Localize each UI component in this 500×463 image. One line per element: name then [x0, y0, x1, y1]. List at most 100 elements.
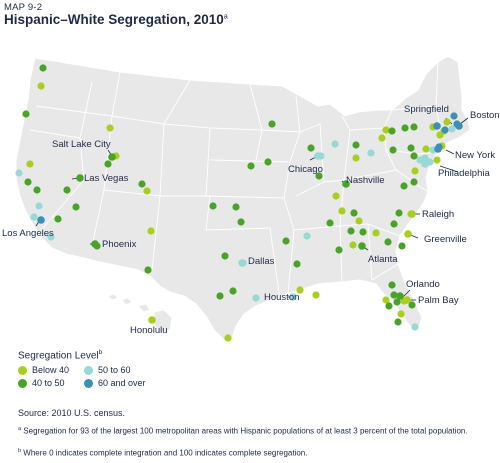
city-label-new-york: New York: [455, 150, 495, 161]
metro-dot: [104, 160, 112, 168]
metro-dot: [393, 298, 401, 306]
city-label-phoenix: Phoenix: [102, 239, 137, 250]
metro-area-dots: [15, 64, 463, 342]
metro-dot: [224, 334, 232, 342]
city-label-springfield: Springfield: [404, 104, 449, 115]
city-label-philadelphia: Philadelphia: [438, 168, 490, 179]
metro-dot: [395, 209, 403, 217]
metro-dot: [410, 178, 418, 186]
metro-dot: [37, 82, 45, 90]
city-dot-atlanta: [358, 242, 366, 250]
city-label-honolulu: Honolulu: [130, 325, 168, 336]
metro-dot: [382, 296, 390, 304]
metro-dot: [443, 118, 451, 126]
metro-dot: [367, 149, 375, 157]
city-dot-salt-lake-city: [108, 153, 116, 161]
metro-dot: [54, 215, 62, 223]
metro-dot: [216, 292, 224, 300]
metro-dot: [352, 141, 360, 149]
city-dot-new-york: [434, 145, 442, 153]
metro-dot: [407, 144, 415, 152]
map-title-text: Hispanic–White Segregation, 2010: [4, 12, 224, 27]
metro-dot: [433, 156, 441, 164]
city-label-las-vegas: Las Vegas: [84, 173, 129, 184]
metro-dot: [388, 127, 396, 135]
metro-dot: [26, 160, 34, 168]
metro-dot: [331, 140, 339, 148]
metro-dot: [441, 126, 449, 134]
metro-dot: [296, 286, 304, 294]
metro-dot: [264, 158, 272, 166]
metro-dot: [30, 213, 38, 221]
metro-dot: [422, 145, 430, 153]
city-dot-chicago: [314, 152, 322, 160]
metro-dot: [268, 120, 276, 128]
city-label-chicago: Chicago: [288, 164, 323, 175]
footnote-a-mark: a: [18, 426, 22, 432]
city-dot-honolulu: [148, 316, 156, 324]
legend-item-50-to-60: 50 to 60: [84, 365, 131, 375]
legend-item-below-40: Below 40: [18, 365, 69, 375]
metro-dot: [382, 126, 390, 134]
metro-dot: [326, 219, 334, 227]
footnote-b-mark: b: [18, 448, 22, 454]
metro-dot: [335, 246, 343, 254]
metro-dot: [47, 233, 55, 241]
legend-label-60-and-over: 60 and over: [98, 378, 146, 388]
metro-dot: [388, 281, 396, 289]
city-label-boston: Boston: [470, 110, 500, 121]
city-labels: Boston Springfield New York Philadelphia Chi…: [2, 104, 500, 336]
city-dot-palm-bay: [403, 296, 411, 304]
metro-dot: [15, 169, 23, 177]
metro-dot: [416, 156, 424, 164]
city-dot-nashville: [342, 180, 350, 188]
metro-dot: [372, 229, 380, 237]
metro-dot: [390, 291, 398, 299]
metro-dot: [232, 203, 240, 211]
metro-dot: [355, 217, 363, 225]
city-label-dallas: Dallas: [248, 256, 275, 267]
city-label-salt-lake-city: Salt Lake City: [52, 139, 111, 150]
metro-dot: [72, 203, 80, 211]
city-label-nashville: Nashville: [346, 175, 385, 186]
city-dot-boston: [455, 122, 463, 130]
metro-dot: [410, 152, 418, 160]
city-dot-phoenix: [91, 240, 99, 248]
city-dot-houston: [289, 293, 297, 301]
legend-label-below-40: Below 40: [32, 365, 70, 375]
metro-dot: [359, 228, 367, 236]
metro-dot: [332, 192, 340, 200]
legend-title: Segregation Levelb: [18, 349, 102, 361]
metro-dot: [22, 110, 30, 118]
footnote-b-text: Where 0 indicates complete integration a…: [23, 448, 308, 458]
metro-dot: [63, 186, 71, 194]
metro-dot: [35, 202, 43, 210]
metro-dot: [349, 241, 357, 249]
city-dot-los-angeles: [37, 216, 45, 224]
metro-dot: [312, 291, 320, 299]
metro-dot: [229, 287, 237, 295]
legend-label-40-to-50: 40 to 50: [32, 378, 65, 388]
metro-dot: [389, 146, 397, 154]
city-label-palm-bay: Palm Bay: [418, 295, 459, 306]
metro-dot: [221, 252, 229, 260]
city-dot-orlando: [396, 292, 404, 300]
city-label-raleigh: Raleigh: [422, 209, 454, 220]
metro-dot: [347, 227, 355, 235]
metro-dot: [247, 162, 255, 170]
metro-dot: [448, 125, 456, 133]
metro-dot: [401, 124, 409, 132]
legend-swatch-60-and-over: [84, 378, 93, 388]
metro-dot: [307, 144, 315, 152]
metro-dot: [410, 123, 418, 131]
city-label-greenville: Greenville: [424, 234, 467, 245]
metro-dot: [237, 218, 245, 226]
footnote-a-text: Segregation for 93 of the largest 100 me…: [23, 426, 468, 436]
city-label-atlanta: Atlanta: [368, 254, 398, 265]
city-dot-springfield: [433, 122, 441, 130]
city-dot-greenville: [404, 230, 412, 238]
footnote-b: b Where 0 indicates complete integration…: [18, 446, 488, 459]
city-label-houston: Houston: [264, 292, 299, 303]
legend-item-60-and-over: 60 and over: [84, 378, 146, 388]
city-dot-las-vegas: [76, 174, 84, 182]
